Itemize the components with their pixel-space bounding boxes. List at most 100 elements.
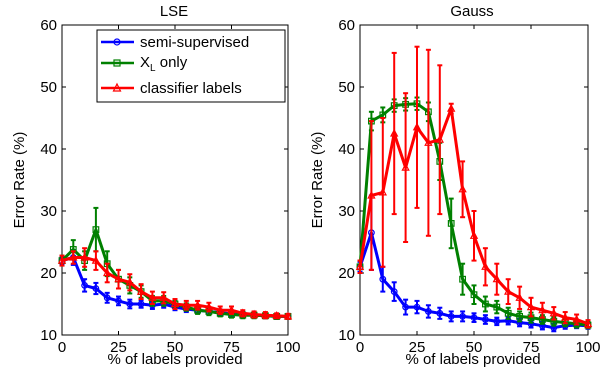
data-point: [148, 293, 157, 301]
data-point: [115, 297, 122, 305]
data-point: [436, 309, 444, 317]
x-tick-label: 25: [110, 339, 127, 356]
data-point: [482, 300, 489, 308]
data-point: [92, 226, 100, 234]
series-classifier-labels: [355, 45, 593, 329]
data-point: [526, 302, 536, 311]
y-tick-label: 30: [40, 203, 57, 220]
data-point: [379, 275, 387, 283]
chart-title: LSE: [160, 3, 188, 20]
data-point: [538, 305, 547, 314]
data-point: [355, 262, 365, 270]
y-tick-label: 10: [40, 327, 57, 344]
data-point: [493, 317, 501, 325]
x-axis-label: % of labels provided: [405, 351, 540, 368]
x-axis-label: % of labels provided: [107, 351, 242, 368]
y-tick-label: 50: [40, 79, 57, 96]
data-point: [549, 308, 559, 317]
data-point: [126, 300, 134, 308]
data-point: [459, 275, 466, 283]
data-point: [583, 319, 593, 327]
data-point: [204, 302, 214, 311]
series-line: [358, 107, 589, 326]
y-tick-label: 20: [338, 265, 355, 282]
data-point: [227, 305, 236, 314]
y-tick-label: 10: [338, 327, 355, 344]
data-point: [516, 313, 523, 320]
data-point: [261, 310, 270, 319]
legend-item-semi-supervised: semi-supervised: [101, 34, 249, 51]
data-point: [572, 314, 581, 323]
data-point: [182, 300, 191, 309]
legend-item-classifier-labels: classifier labels: [101, 80, 242, 97]
y-tick-label: 60: [40, 17, 57, 34]
data-point: [249, 309, 259, 318]
y-tick-label: 40: [40, 141, 57, 158]
data-point: [57, 255, 67, 264]
data-point: [193, 300, 202, 309]
data-point: [283, 311, 293, 320]
x-tick-label: 50: [466, 339, 483, 356]
data-point: [412, 122, 422, 131]
legend-marker: [113, 59, 121, 67]
data-point: [401, 162, 410, 171]
data-point: [272, 311, 281, 319]
x-tick-label: 0: [356, 339, 364, 356]
data-point: [435, 134, 445, 143]
data-point: [470, 291, 478, 299]
x-tick-label: 75: [223, 339, 240, 356]
series-line: [61, 256, 289, 318]
data-point: [469, 231, 479, 239]
data-point: [125, 277, 134, 286]
data-point: [69, 252, 78, 261]
legend-label: semi-supervised: [140, 34, 249, 51]
data-point: [503, 286, 513, 295]
data-point: [447, 220, 455, 227]
data-point: [378, 187, 388, 196]
data-point: [159, 293, 168, 301]
data-point: [136, 286, 146, 295]
x-tick-label: 0: [58, 339, 66, 356]
data-point: [389, 128, 399, 137]
y-axis-label: Error Rate (%): [11, 132, 28, 229]
data-point: [367, 190, 376, 199]
data-point: [103, 268, 112, 277]
series-line: [358, 102, 589, 327]
data-point: [459, 313, 467, 320]
legend-marker: [113, 38, 121, 46]
data-point: [81, 282, 88, 289]
data-point: [402, 303, 410, 311]
data-point: [424, 138, 433, 146]
y-tick-label: 20: [40, 265, 57, 282]
y-tick-label: 40: [338, 141, 355, 158]
x-tick-label: 50: [167, 339, 184, 356]
data-point: [481, 262, 490, 270]
y-tick-label: 50: [338, 79, 355, 96]
legend-item-xl-only: XL only: [101, 54, 188, 74]
series-classifier-labels: [57, 247, 293, 320]
x-tick-label: 100: [575, 339, 600, 356]
data-point: [103, 294, 111, 302]
legend-marker: [112, 82, 122, 92]
panel-lse: LSE 0 25 50 75 100 10 20 30 40 50 60 % of labels p…: [11, 3, 301, 368]
data-point: [413, 303, 421, 311]
data-point: [492, 274, 502, 283]
legend-label: classifier labels: [140, 80, 242, 97]
data-point: [446, 103, 456, 112]
legend-label-xl-only: XL only: [140, 54, 188, 74]
y-tick-label: 60: [338, 17, 355, 34]
data-point: [92, 285, 100, 292]
data-point: [425, 308, 432, 315]
data-point: [447, 313, 455, 320]
data-point: [390, 288, 398, 296]
y-axis-label: Error Rate (%): [309, 132, 326, 229]
series-line: [358, 231, 589, 330]
data-point: [515, 293, 524, 301]
data-point: [216, 305, 225, 314]
data-point: [482, 316, 489, 323]
data-point: [80, 252, 89, 261]
data-point: [470, 314, 478, 322]
data-point: [504, 309, 512, 317]
data-point: [493, 303, 501, 311]
x-tick-label: 75: [523, 339, 540, 356]
